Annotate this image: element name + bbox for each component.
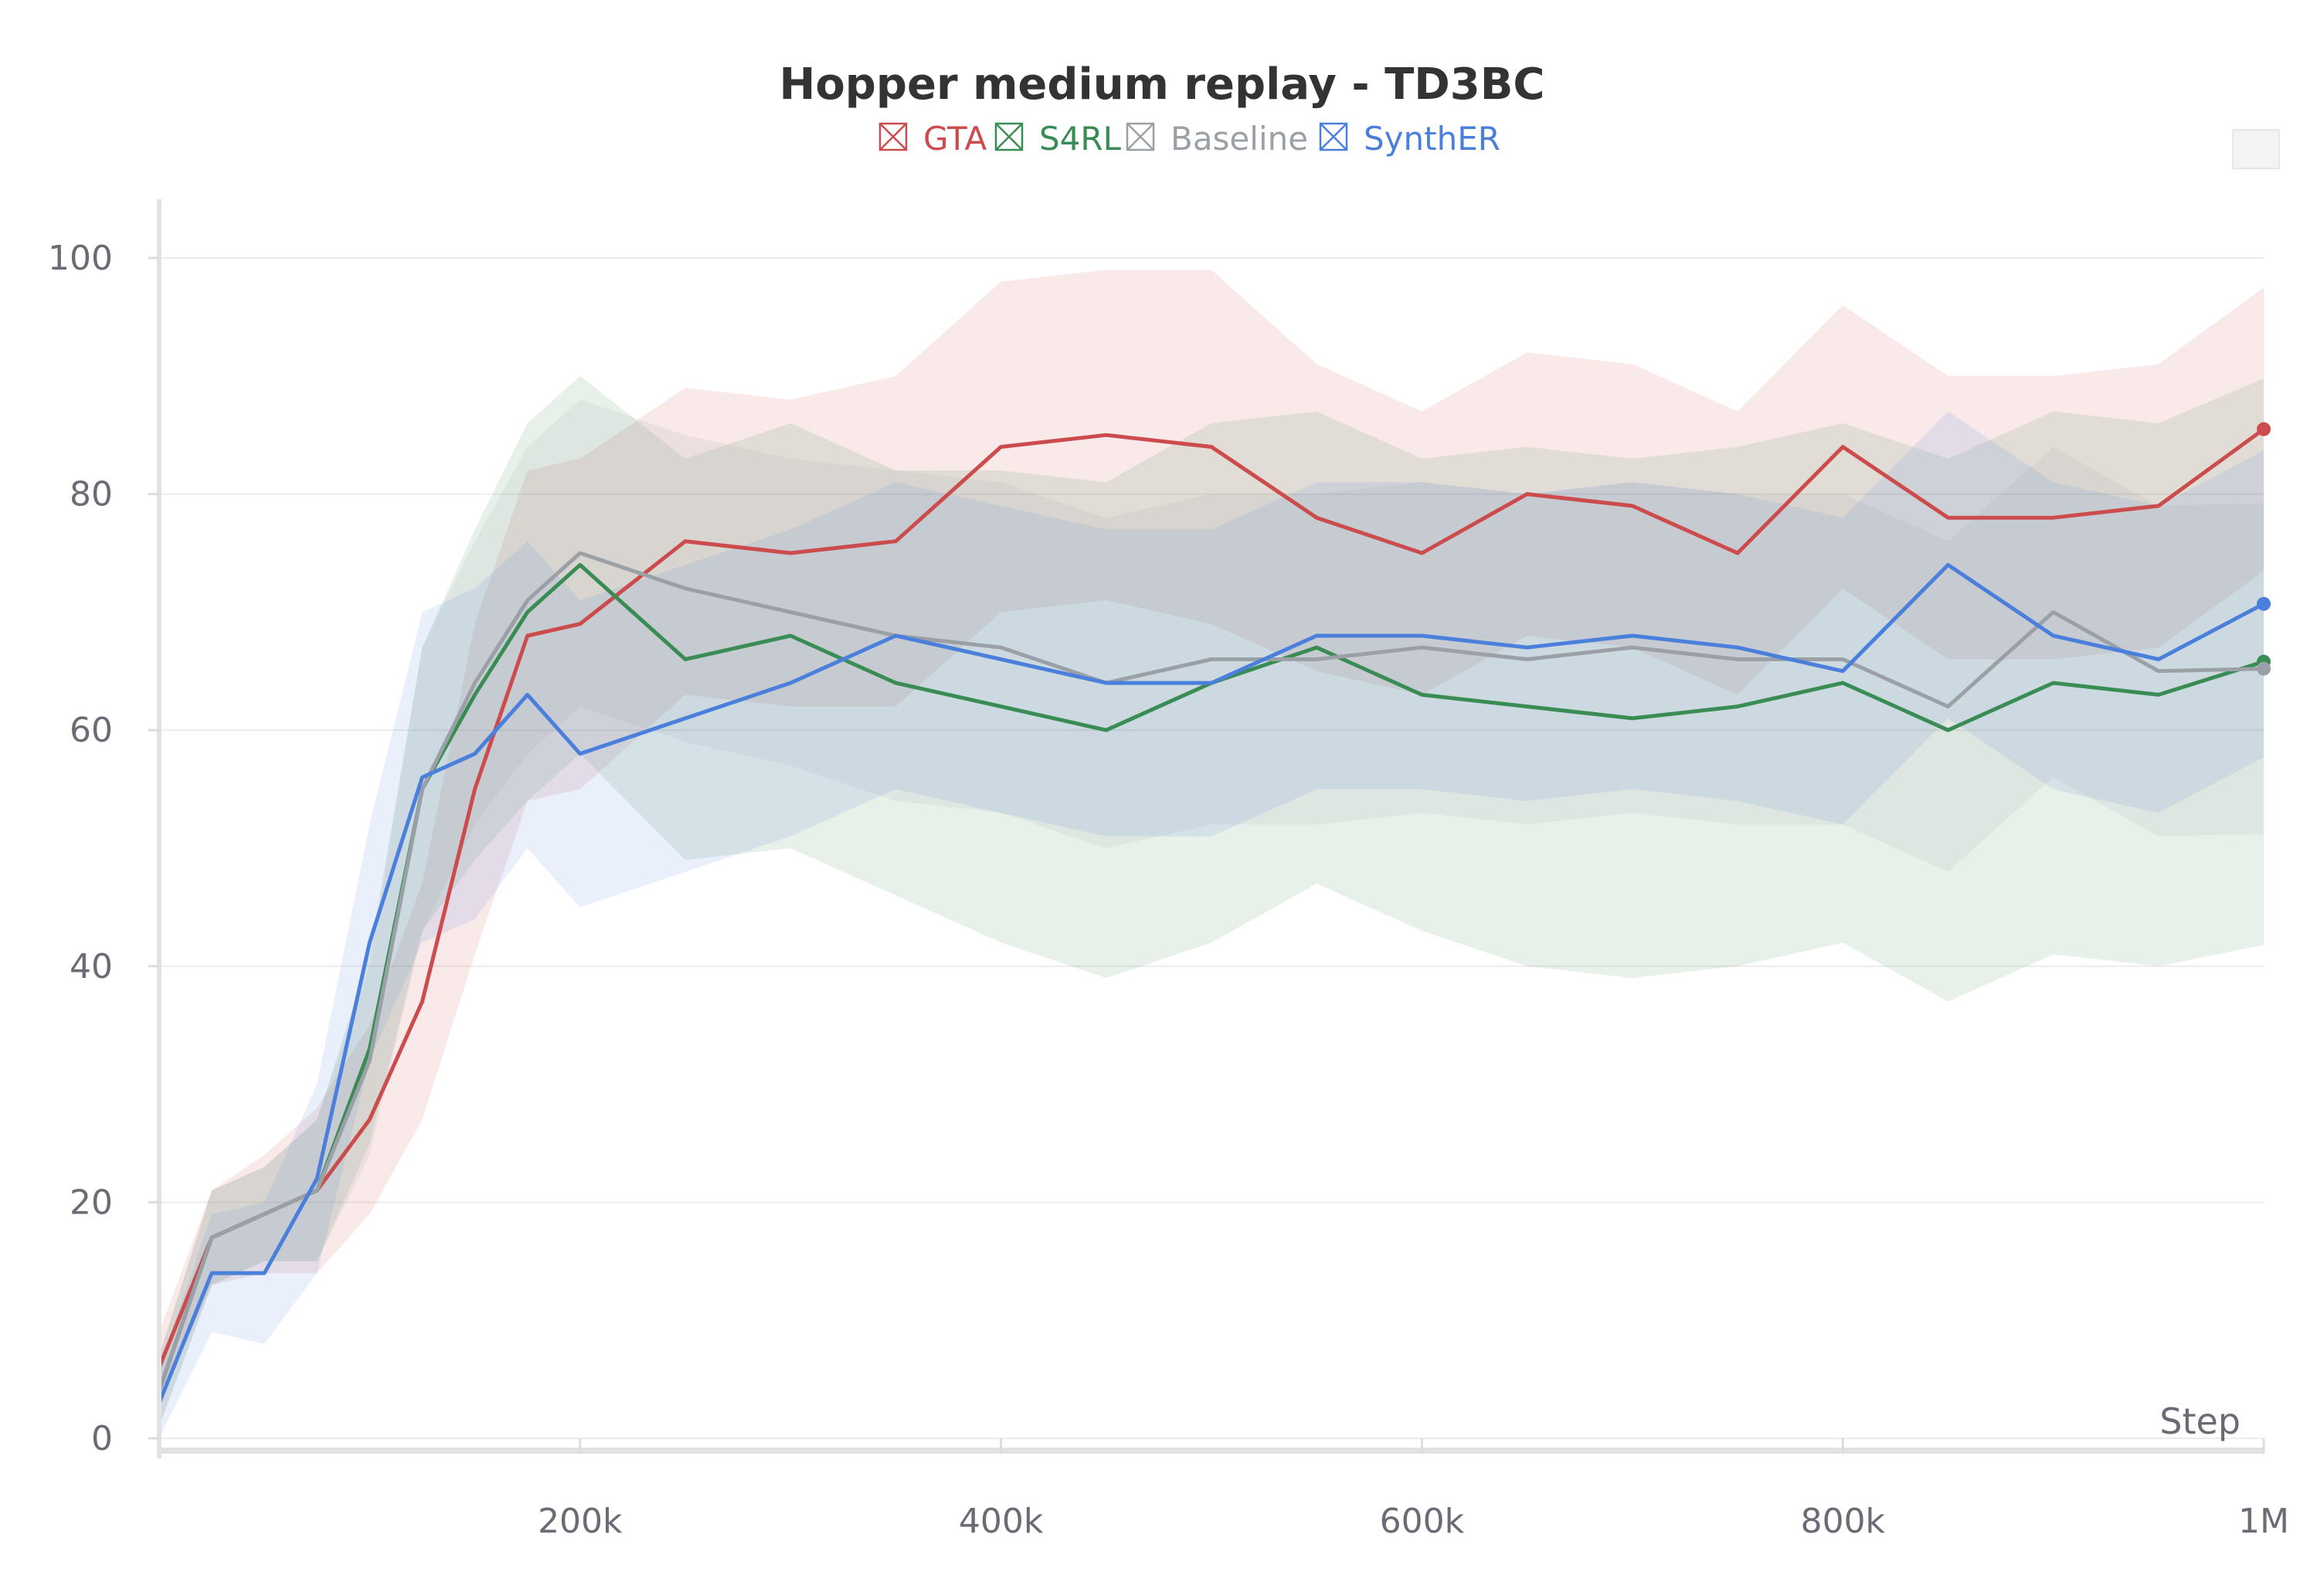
legend-label: GTA [923, 120, 987, 158]
y-ticks: 0 20 40 60 80 100 [48, 239, 159, 1458]
x-tick-label: 200k [538, 1502, 623, 1541]
s4rl-line [157, 562, 2265, 1392]
chart-title: Hopper medium replay - TD3BC [779, 59, 1544, 110]
gta-endpoint [2257, 422, 2271, 436]
legend-item-synther[interactable]: SynthER [1319, 120, 1500, 158]
baseline-endpoint [2257, 661, 2271, 676]
y-tick-label: 80 [70, 475, 113, 514]
legend-marker-icon [1126, 122, 1155, 151]
legend-label: SynthER [1364, 120, 1500, 158]
legend-marker-icon [1319, 122, 1348, 151]
legend-label: Baseline [1170, 120, 1308, 158]
legend-label: S4RL [1039, 120, 1122, 158]
legend-item-baseline[interactable]: Baseline [1126, 120, 1308, 158]
legend-marker-icon [878, 122, 908, 151]
legend-marker-icon [994, 122, 1024, 151]
synther-band [159, 411, 2264, 1438]
x-axis-title: Step [2159, 1400, 2241, 1442]
y-tick-label: 0 [91, 1419, 113, 1458]
y-tick-label: 100 [48, 239, 113, 278]
x-tick-label: 1M [2238, 1502, 2289, 1541]
legend-scroll-button[interactable] [2232, 129, 2280, 169]
gta-line [157, 427, 2265, 1369]
series-lines [157, 427, 2265, 1404]
baseline-line [157, 551, 2265, 1392]
s4rl-band [159, 375, 2264, 1427]
y-tick-label: 60 [70, 711, 113, 750]
series-endpoints [2257, 422, 2271, 676]
synther-line [157, 562, 2265, 1404]
legend-item-gta[interactable]: GTA [878, 120, 987, 158]
x-tick-label: 600k [1380, 1502, 1465, 1541]
legend-item-s4rl[interactable]: S4RL [994, 120, 1122, 158]
x-ticks: 200k 400k 600k 800k 1M [538, 1438, 2289, 1541]
legend: GTA S4RL Baseline SynthER [878, 120, 1500, 158]
x-tick-label: 800k [1800, 1502, 1885, 1541]
y-tick-label: 40 [70, 947, 113, 986]
baseline-band [159, 399, 2264, 1427]
y-tick-label: 20 [70, 1183, 113, 1222]
x-tick-label: 400k [959, 1502, 1044, 1541]
synther-endpoint [2257, 596, 2271, 611]
